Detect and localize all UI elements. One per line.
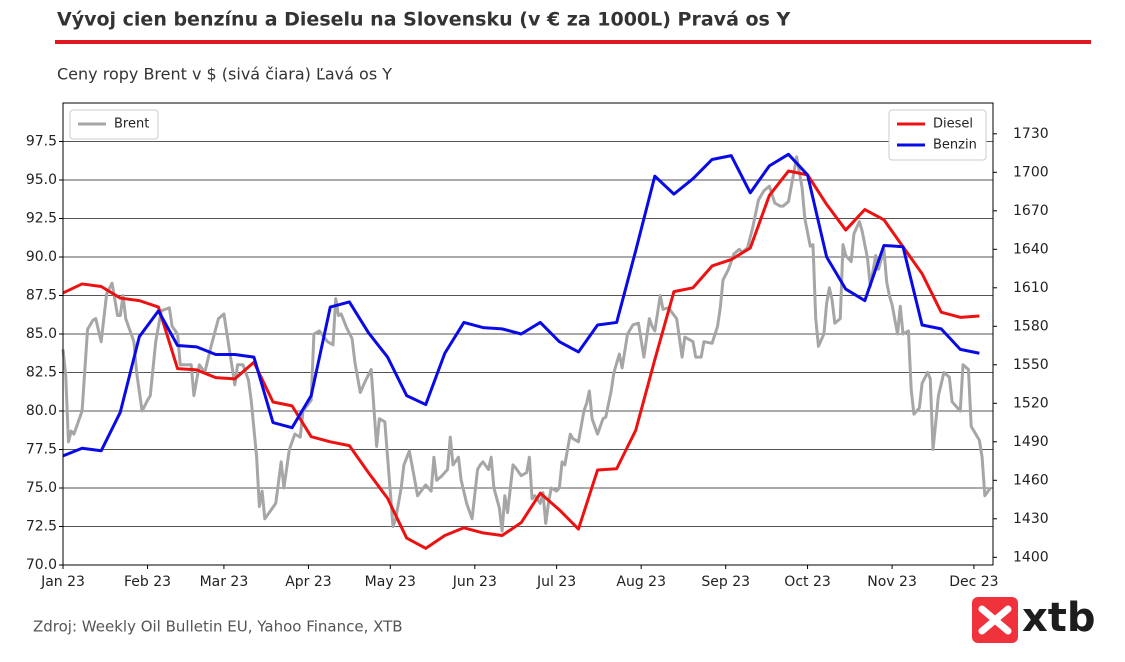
y2-tick-label: 1670 [1013, 203, 1049, 219]
x-tick-label: Feb 23 [124, 574, 171, 590]
chart-subtitle: Ceny ropy Brent v $ (sivá čiara) Ľavá os… [57, 65, 392, 84]
legend-label: Benzin [933, 138, 977, 153]
y-tick-label: 95.0 [26, 172, 57, 188]
x-tick-label: Mar 23 [200, 574, 249, 590]
y2-tick-label: 1460 [1013, 472, 1049, 488]
x-tick-label: Jun 23 [452, 574, 497, 590]
y-tick-label: 72.5 [26, 519, 57, 535]
x-tick-label: Nov 23 [867, 574, 917, 590]
x-tick-label: Sep 23 [701, 574, 750, 590]
y-tick-label: 92.5 [26, 211, 57, 227]
x-tick-label: Dec 23 [949, 574, 998, 590]
y2-tick-label: 1400 [1013, 549, 1049, 565]
y2-tick-label: 1580 [1013, 318, 1049, 334]
y2-tick-label: 1730 [1013, 126, 1049, 142]
chart-title: Vývoj cien benzínu a Dieselu na Slovensk… [57, 9, 790, 31]
y2-tick-label: 1700 [1013, 164, 1049, 180]
y-tick-label: 75.0 [26, 480, 57, 496]
y-tick-label: 97.5 [26, 134, 57, 150]
x-tick-label: May 23 [365, 574, 416, 590]
y2-tick-label: 1640 [1013, 241, 1049, 257]
y-tick-label: 70.0 [26, 557, 57, 573]
legend-label: Brent [114, 117, 149, 132]
x-tick-label: Apr 23 [285, 574, 331, 590]
y2-tick-label: 1520 [1013, 395, 1049, 411]
x-tick-label: Jan 23 [40, 574, 85, 590]
x-tick-label: Aug 23 [616, 574, 666, 590]
logo-mark [978, 605, 1012, 635]
series-line [62, 152, 980, 458]
series-line [62, 169, 980, 550]
y-tick-label: 77.5 [26, 442, 57, 458]
plot-frame [62, 102, 994, 566]
y2-tick-label: 1550 [1013, 357, 1049, 373]
logo: xtb [972, 595, 1096, 643]
y2-tick-label: 1610 [1013, 280, 1049, 296]
y-tick-label: 90.0 [26, 249, 57, 265]
y-tick-label: 85.0 [26, 326, 57, 342]
legend-box [69, 109, 159, 140]
title-underline [55, 40, 1091, 44]
source-note: Zdroj: Weekly Oil Bulletin EU, Yahoo Fin… [33, 618, 403, 636]
y-tick-label: 87.5 [26, 288, 57, 304]
series-line [61, 155, 992, 533]
y2-tick-label: 1490 [1013, 434, 1049, 450]
x-tick-label: Oct 23 [784, 574, 830, 590]
logo-text: xtb [1022, 595, 1096, 641]
y2-tick-label: 1430 [1013, 511, 1049, 527]
y-tick-label: 82.5 [26, 365, 57, 381]
y-tick-label: 80.0 [26, 403, 57, 419]
legend-label: Diesel [933, 117, 973, 132]
x-tick-label: Jul 23 [536, 574, 576, 590]
